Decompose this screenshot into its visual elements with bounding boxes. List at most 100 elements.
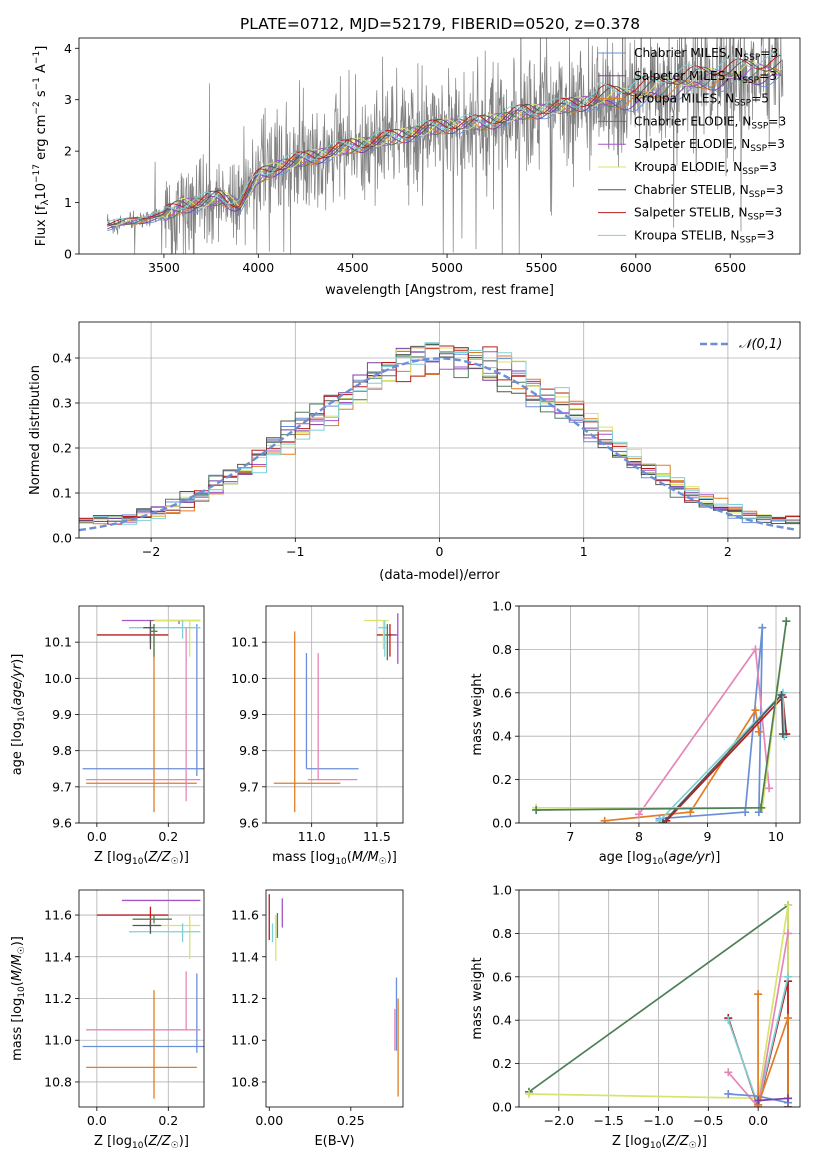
series-marker bbox=[751, 706, 760, 715]
series-marker bbox=[778, 730, 787, 739]
legend-suffix: =3 bbox=[768, 114, 786, 128]
series-marker bbox=[784, 972, 793, 981]
legend-suffix: =3 bbox=[759, 69, 777, 83]
y-tick-label: 0.0 bbox=[52, 531, 72, 546]
axes-frame bbox=[265, 889, 404, 1108]
legend-suffix: =3 bbox=[756, 228, 774, 242]
errorbar-point bbox=[392, 613, 399, 664]
x-axis-label: Z [log10(Z/Z☉)] bbox=[94, 1134, 189, 1151]
x-tick-label: 5000 bbox=[431, 260, 463, 275]
x-tick-label: 8 bbox=[635, 829, 643, 844]
series-marker bbox=[777, 690, 786, 699]
x-axis-label: age [log10(age/yr)] bbox=[599, 850, 721, 867]
ticks: 0.0 0.2 9.6 9.7 9.8 9.9 10.0 10.1 bbox=[44, 635, 178, 844]
y-axis-label-part: age/yr bbox=[10, 662, 25, 705]
y-tick-label: 10.1 bbox=[231, 635, 259, 650]
y-tick-label: 0.2 bbox=[492, 772, 512, 787]
ticks: 0.0 0.2 10.8 11.0 11.2 11.4 11.6 bbox=[44, 908, 178, 1128]
y-tick-label: 10.0 bbox=[231, 671, 259, 686]
axes-frame bbox=[265, 605, 404, 824]
y-tick-label: 11.2 bbox=[231, 991, 259, 1006]
errorbar-point bbox=[273, 631, 341, 813]
legend-suffix: =3 bbox=[767, 137, 785, 151]
legend-label: Salpeter MILES, N bbox=[634, 69, 742, 83]
y-tick-label: 9.8 bbox=[52, 743, 72, 758]
legend-sub: SSP bbox=[747, 213, 764, 223]
y-tick-label: 9.7 bbox=[52, 779, 72, 794]
series-line bbox=[758, 1097, 789, 1102]
errorbar-point bbox=[150, 624, 158, 657]
model-line-chabrier-miles bbox=[107, 74, 782, 232]
x-axis-label-part: Z/Z bbox=[148, 850, 172, 865]
errorbar-point bbox=[129, 620, 201, 639]
x-tick-label: −1 bbox=[286, 544, 304, 559]
x-axis-label-part: )] bbox=[387, 850, 397, 865]
x-axis-label-part: ( bbox=[143, 1134, 148, 1149]
ticks: −2 −1 0 1 2 0.0 0.1 0.2 0.3 0.4 bbox=[52, 351, 732, 560]
model-line-salpeter-elodie bbox=[107, 64, 782, 226]
legend-label: Chabrier STELIB, N bbox=[634, 183, 749, 197]
model-line-salpeter-stelib bbox=[107, 54, 782, 226]
series-marker bbox=[686, 808, 695, 817]
y-tick-label: 11.6 bbox=[44, 908, 72, 923]
legend-entry: Salpeter MILES, NSSP=3 bbox=[634, 69, 777, 86]
y-axis-label-part: −2 bbox=[32, 101, 42, 114]
x-axis-label-part: ( bbox=[663, 850, 668, 865]
x-tick-label: 0.00 bbox=[255, 1113, 283, 1128]
series-marker bbox=[784, 1094, 793, 1103]
y-tick-label: 4 bbox=[64, 41, 72, 56]
legend-entry: 𝒩(0,1) bbox=[739, 337, 782, 352]
y-axis-label-part: ☉ bbox=[17, 946, 27, 954]
legend-suffix: =3 bbox=[760, 46, 778, 60]
series-marker bbox=[741, 808, 750, 817]
y-axis-label-part: )] bbox=[10, 936, 25, 946]
errorbar-point bbox=[378, 620, 388, 657]
x-tick-label: −1.5 bbox=[594, 1113, 624, 1128]
errorbar-point bbox=[154, 619, 201, 657]
legend-entry: Chabrier MILES, NSSP=3 bbox=[634, 46, 778, 63]
legend-label: Kroupa MILES, N bbox=[634, 92, 734, 106]
panels: 3500 4000 4500 5000 5500 6000 6500 0 1 2 3 4 wavelen… bbox=[10, 37, 801, 1151]
y-tick-label: 11.2 bbox=[44, 991, 72, 1006]
series-marker bbox=[658, 819, 667, 823]
x-axis-label-part: ☉ bbox=[171, 1141, 179, 1151]
x-tick-label: 10 bbox=[768, 829, 784, 844]
y-axis-label-part: mass [log bbox=[10, 998, 25, 1061]
x-axis-label-part: age [log bbox=[599, 850, 652, 865]
y-tick-label: 10.1 bbox=[44, 635, 72, 650]
legend-entry: Chabrier STELIB, NSSP=3 bbox=[634, 183, 784, 200]
panel-residuals: −2 −1 0 1 2 0.0 0.1 0.2 0.3 0.4 (data-model)/error… bbox=[28, 321, 801, 583]
x-axis-label: Z [log10(Z/Z☉)] bbox=[612, 1134, 707, 1151]
y-axis-label: mass [log10(M/M☉)] bbox=[10, 936, 27, 1061]
series-marker bbox=[532, 805, 541, 814]
axes-frame bbox=[518, 605, 801, 824]
y-tick-label: 0.6 bbox=[492, 969, 512, 984]
plot-area bbox=[106, 38, 784, 254]
legend-label: Kroupa STELIB, N bbox=[634, 228, 740, 242]
plot-area bbox=[82, 619, 204, 813]
x-axis-label-part: ☉ bbox=[171, 857, 179, 867]
series-line bbox=[727, 933, 789, 1107]
series-marker bbox=[600, 816, 609, 823]
y-tick-label: 3 bbox=[64, 92, 72, 107]
model-line-chabrier-stelib bbox=[107, 60, 782, 227]
panel-spectrum: 3500 4000 4500 5000 5500 6000 6500 0 1 2 3 4 wavelen… bbox=[32, 37, 801, 298]
series-marker bbox=[754, 808, 763, 817]
plot-area bbox=[273, 613, 399, 813]
y-tick-label: 11.0 bbox=[44, 1033, 72, 1048]
legend-label: Salpeter STELIB, N bbox=[634, 206, 747, 220]
x-axis-label: mass [log10(M/M☉)] bbox=[272, 850, 397, 867]
x-axis-label-part: mass [log bbox=[272, 850, 335, 865]
ticks: −2.0 −1.5 −1.0 −0.5 0.0 0.0 0.2 0.4 0.6 0.8 1.0 bbox=[492, 883, 768, 1129]
y-axis-label-part: )] bbox=[10, 654, 25, 664]
y-axis-label-part: M/M bbox=[10, 954, 25, 981]
legend-sub: SSP bbox=[750, 144, 767, 154]
plot-area bbox=[524, 901, 793, 1107]
series-line bbox=[757, 994, 789, 1106]
legend-sub: SSP bbox=[734, 99, 751, 109]
y-tick-label: 10.0 bbox=[44, 671, 72, 686]
series-marker bbox=[758, 623, 767, 632]
x-axis-label-part: 10 bbox=[335, 857, 347, 867]
